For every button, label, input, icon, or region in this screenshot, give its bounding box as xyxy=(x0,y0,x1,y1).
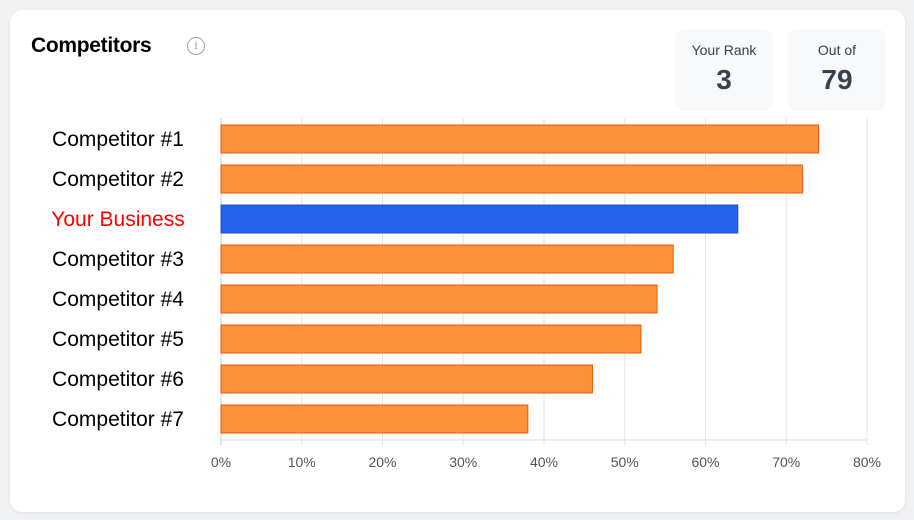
x-tick-label: 70% xyxy=(772,454,800,470)
y-category-label: Competitor #7 xyxy=(52,408,184,431)
your-rank-label: Your Rank xyxy=(691,42,757,58)
bar-your-business xyxy=(220,204,739,234)
x-tick-label: 20% xyxy=(368,454,396,470)
bar-competitor-5 xyxy=(220,324,642,354)
y-category-label: Competitor #3 xyxy=(52,248,184,271)
y-category-label: Competitor #1 xyxy=(52,128,184,151)
x-tick-label: 10% xyxy=(288,454,316,470)
y-category-label: Competitor #6 xyxy=(52,368,184,391)
bar-competitor-6 xyxy=(220,364,593,394)
out-of-label: Out of xyxy=(817,42,857,58)
your-rank-stat: Your Rank 3 xyxy=(676,29,772,109)
info-icon[interactable]: i xyxy=(187,37,205,55)
x-tick-label: 40% xyxy=(530,454,558,470)
bar-competitor-2 xyxy=(220,164,803,194)
y-category-label: Competitor #5 xyxy=(52,328,184,351)
y-category-label: Competitor #2 xyxy=(52,168,184,191)
y-category-label: Competitor #4 xyxy=(52,288,184,311)
x-tick-label: 50% xyxy=(611,454,639,470)
x-tick-label: 80% xyxy=(853,454,881,470)
bar-competitor-3 xyxy=(220,244,674,274)
x-tick-label: 60% xyxy=(691,454,719,470)
y-category-label: Your Business xyxy=(51,208,184,231)
bar-competitor-4 xyxy=(220,284,658,314)
card-title: Competitors xyxy=(31,34,152,57)
bar-competitor-7 xyxy=(220,404,529,434)
out-of-stat: Out of 79 xyxy=(789,29,885,109)
your-rank-value: 3 xyxy=(716,64,732,95)
out-of-value: 79 xyxy=(821,64,853,95)
x-tick-label: 30% xyxy=(449,454,477,470)
x-tick-label: 0% xyxy=(211,454,231,470)
bar-competitor-1 xyxy=(220,124,820,154)
